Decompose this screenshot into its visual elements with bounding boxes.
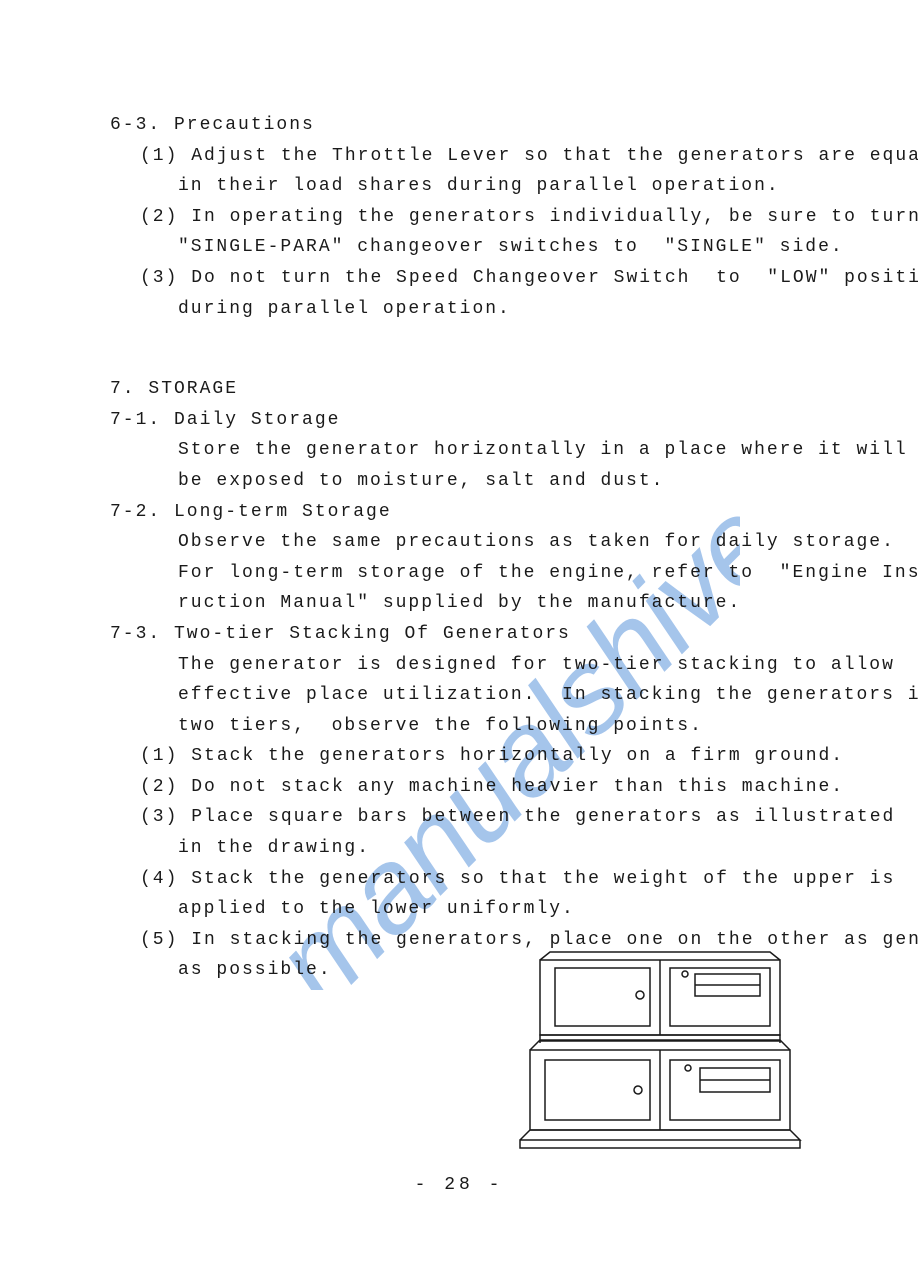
num-7-3-1: (1) bbox=[140, 746, 178, 766]
heading-6-3: 6-3. Precautions bbox=[110, 110, 870, 141]
item-6-3-1-line1: (1) Adjust the Throttle Lever so that th… bbox=[110, 141, 870, 172]
num-7-3-2: (2) bbox=[140, 777, 178, 797]
txt-6-3-3a: Do not turn the Speed Changeover Switch … bbox=[191, 268, 918, 288]
figure-lines bbox=[520, 952, 800, 1148]
item-6-3-2-line1: (2) In operating the generators individu… bbox=[110, 202, 870, 233]
page-number: - 28 - bbox=[0, 1170, 918, 1201]
num-6-3-1: (1) bbox=[140, 146, 178, 166]
num-6-3-2: (2) bbox=[140, 207, 178, 227]
body-7-3-a: The generator is designed for two-tier s… bbox=[110, 650, 870, 681]
txt-7-3-1: Stack the generators horizontally on a f… bbox=[191, 746, 844, 766]
item-7-3-4-b: applied to the lower uniformly. bbox=[110, 894, 870, 925]
item-6-3-3-line2: during parallel operation. bbox=[110, 294, 870, 325]
item-6-3-3-line1: (3) Do not turn the Speed Changeover Swi… bbox=[110, 263, 870, 294]
body-7-2-a: Observe the same precautions as taken fo… bbox=[110, 527, 870, 558]
heading-7-2: 7-2. Long-term Storage bbox=[110, 497, 870, 528]
item-7-3-3-a: (3) Place square bars between the genera… bbox=[110, 802, 870, 833]
txt-7-3-2: Do not stack any machine heavier than th… bbox=[191, 777, 844, 797]
body-7-1-a: Store the generator horizontally in a pl… bbox=[110, 435, 870, 466]
txt-6-3-1a: Adjust the Throttle Lever so that the ge… bbox=[191, 146, 918, 166]
stacking-figure bbox=[500, 940, 810, 1170]
item-7-3-3-b: in the drawing. bbox=[110, 833, 870, 864]
item-6-3-2-line2: "SINGLE-PARA" changeover switches to "SI… bbox=[110, 232, 870, 263]
num-7-3-4: (4) bbox=[140, 869, 178, 889]
page: manualshive.com 6-3. Precautions (1) Adj… bbox=[0, 0, 918, 1281]
item-7-3-1: (1) Stack the generators horizontally on… bbox=[110, 741, 870, 772]
heading-7: 7. STORAGE bbox=[110, 374, 870, 405]
item-7-3-2: (2) Do not stack any machine heavier tha… bbox=[110, 772, 870, 803]
item-7-3-4-a: (4) Stack the generators so that the wei… bbox=[110, 864, 870, 895]
body-7-2-b: For long-term storage of the engine, ref… bbox=[110, 558, 870, 589]
txt-6-3-2a: In operating the generators individually… bbox=[191, 207, 918, 227]
body-7-1-b: be exposed to moisture, salt and dust. bbox=[110, 466, 870, 497]
content-block: 6-3. Precautions (1) Adjust the Throttle… bbox=[110, 110, 870, 986]
heading-7-1: 7-1. Daily Storage bbox=[110, 405, 870, 436]
txt-7-3-4a: Stack the generators so that the weight … bbox=[191, 869, 895, 889]
item-6-3-1-line2: in their load shares during parallel ope… bbox=[110, 171, 870, 202]
num-6-3-3: (3) bbox=[140, 268, 178, 288]
num-7-3-5: (5) bbox=[140, 930, 178, 950]
txt-7-3-3a: Place square bars between the generators… bbox=[191, 807, 895, 827]
body-7-3-c: two tiers, observe the following points. bbox=[110, 711, 870, 742]
body-7-3-b: effective place utilization. In stacking… bbox=[110, 680, 870, 711]
heading-7-3: 7-3. Two-tier Stacking Of Generators bbox=[110, 619, 870, 650]
num-7-3-3: (3) bbox=[140, 807, 178, 827]
body-7-2-c: ruction Manual" supplied by the manufact… bbox=[110, 588, 870, 619]
